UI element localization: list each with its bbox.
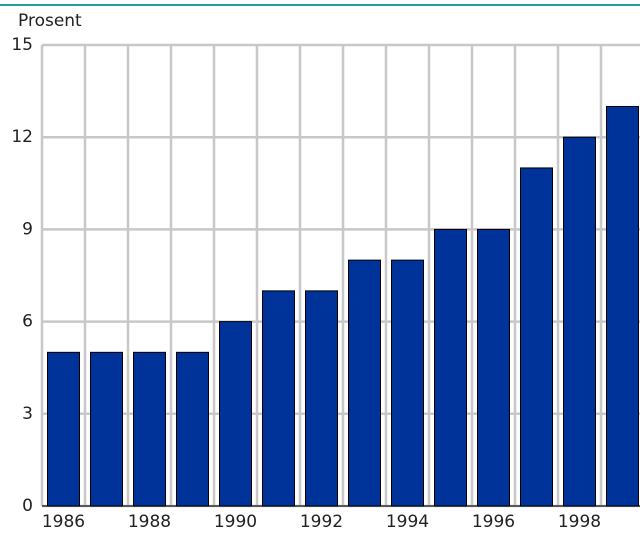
y-tick-label: 0 <box>22 496 33 516</box>
bar <box>262 290 295 507</box>
bar <box>133 351 166 507</box>
bar <box>606 105 639 507</box>
x-tick-label: 1996 <box>472 512 515 532</box>
bar <box>176 351 209 507</box>
bar <box>563 136 596 507</box>
bar <box>90 351 123 507</box>
bar <box>348 259 381 507</box>
x-tick-label: 1998 <box>558 512 601 532</box>
bar <box>47 351 80 507</box>
y-tick-label: 9 <box>22 219 33 239</box>
x-tick-label: 1992 <box>300 512 343 532</box>
bar <box>391 259 424 507</box>
y-axis-label: Prosent <box>18 11 82 31</box>
bar <box>219 321 252 507</box>
x-tick-label: 1986 <box>42 512 85 532</box>
y-tick-label: 15 <box>11 35 33 55</box>
x-tick-label: 1988 <box>128 512 171 532</box>
y-tick-label: 12 <box>11 127 33 147</box>
bar <box>305 290 338 507</box>
x-tick-label: 1994 <box>386 512 429 532</box>
x-tick-label: 1990 <box>214 512 257 532</box>
bar <box>477 228 510 507</box>
y-tick-label: 3 <box>22 404 33 424</box>
bar <box>434 228 467 507</box>
y-tick-label: 6 <box>22 312 33 332</box>
bar <box>520 167 553 507</box>
